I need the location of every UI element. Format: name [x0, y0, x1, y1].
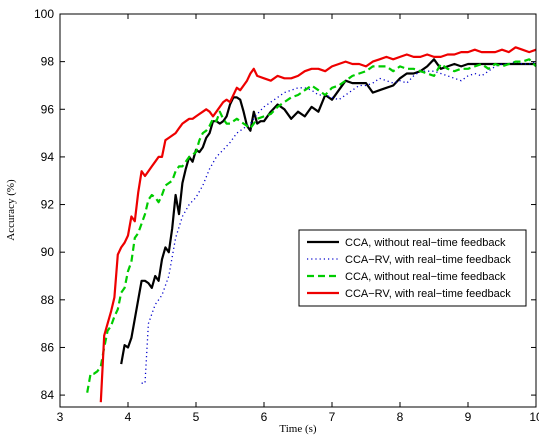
plot-frame	[59, 13, 537, 408]
y-tick-label: 100	[34, 7, 54, 21]
x-tick-label: 10	[529, 410, 539, 424]
x-tick-label: 5	[193, 410, 200, 424]
y-tick-label: 94	[41, 150, 55, 164]
x-tick-label: 7	[329, 410, 336, 424]
y-tick-label: 86	[41, 340, 55, 354]
series-line-3	[86, 58, 537, 393]
legend-label-2: CCA−RV, with real−time feedback	[345, 254, 511, 266]
series-line-1	[120, 58, 536, 365]
x-tick-label: 6	[261, 410, 268, 424]
x-axis-label: Time (s)	[279, 423, 317, 435]
series-line-4	[99, 46, 537, 403]
series-layer	[86, 46, 537, 403]
y-tick-label: 88	[41, 293, 55, 307]
legend-label-3: CCA, without real−time feedback	[345, 271, 506, 283]
y-axis-label: Accuracy (%)	[5, 179, 17, 241]
x-tick-label: 4	[125, 410, 132, 424]
x-tick-label: 9	[465, 410, 472, 424]
y-tick-label: 98	[41, 55, 55, 69]
legend-label-1: CCA, without real−time feedback	[345, 237, 506, 249]
y-tick-label: 92	[41, 198, 55, 212]
y-tick-label: 90	[41, 245, 55, 259]
x-tick-label: 3	[57, 410, 64, 424]
plot-area	[60, 14, 536, 407]
tick-layer: 3 4 5 6 7 8 9 10 84 86 88 90 92 94 96 98 100	[34, 7, 539, 424]
legend-label-4: CCA−RV, with real−time feedback	[345, 288, 511, 300]
legend: CCA, without real−time feedback CCA−RV, w…	[298, 229, 527, 307]
y-tick-label: 84	[41, 388, 55, 402]
y-tick-label: 96	[41, 102, 55, 116]
x-tick-label: 8	[397, 410, 404, 424]
